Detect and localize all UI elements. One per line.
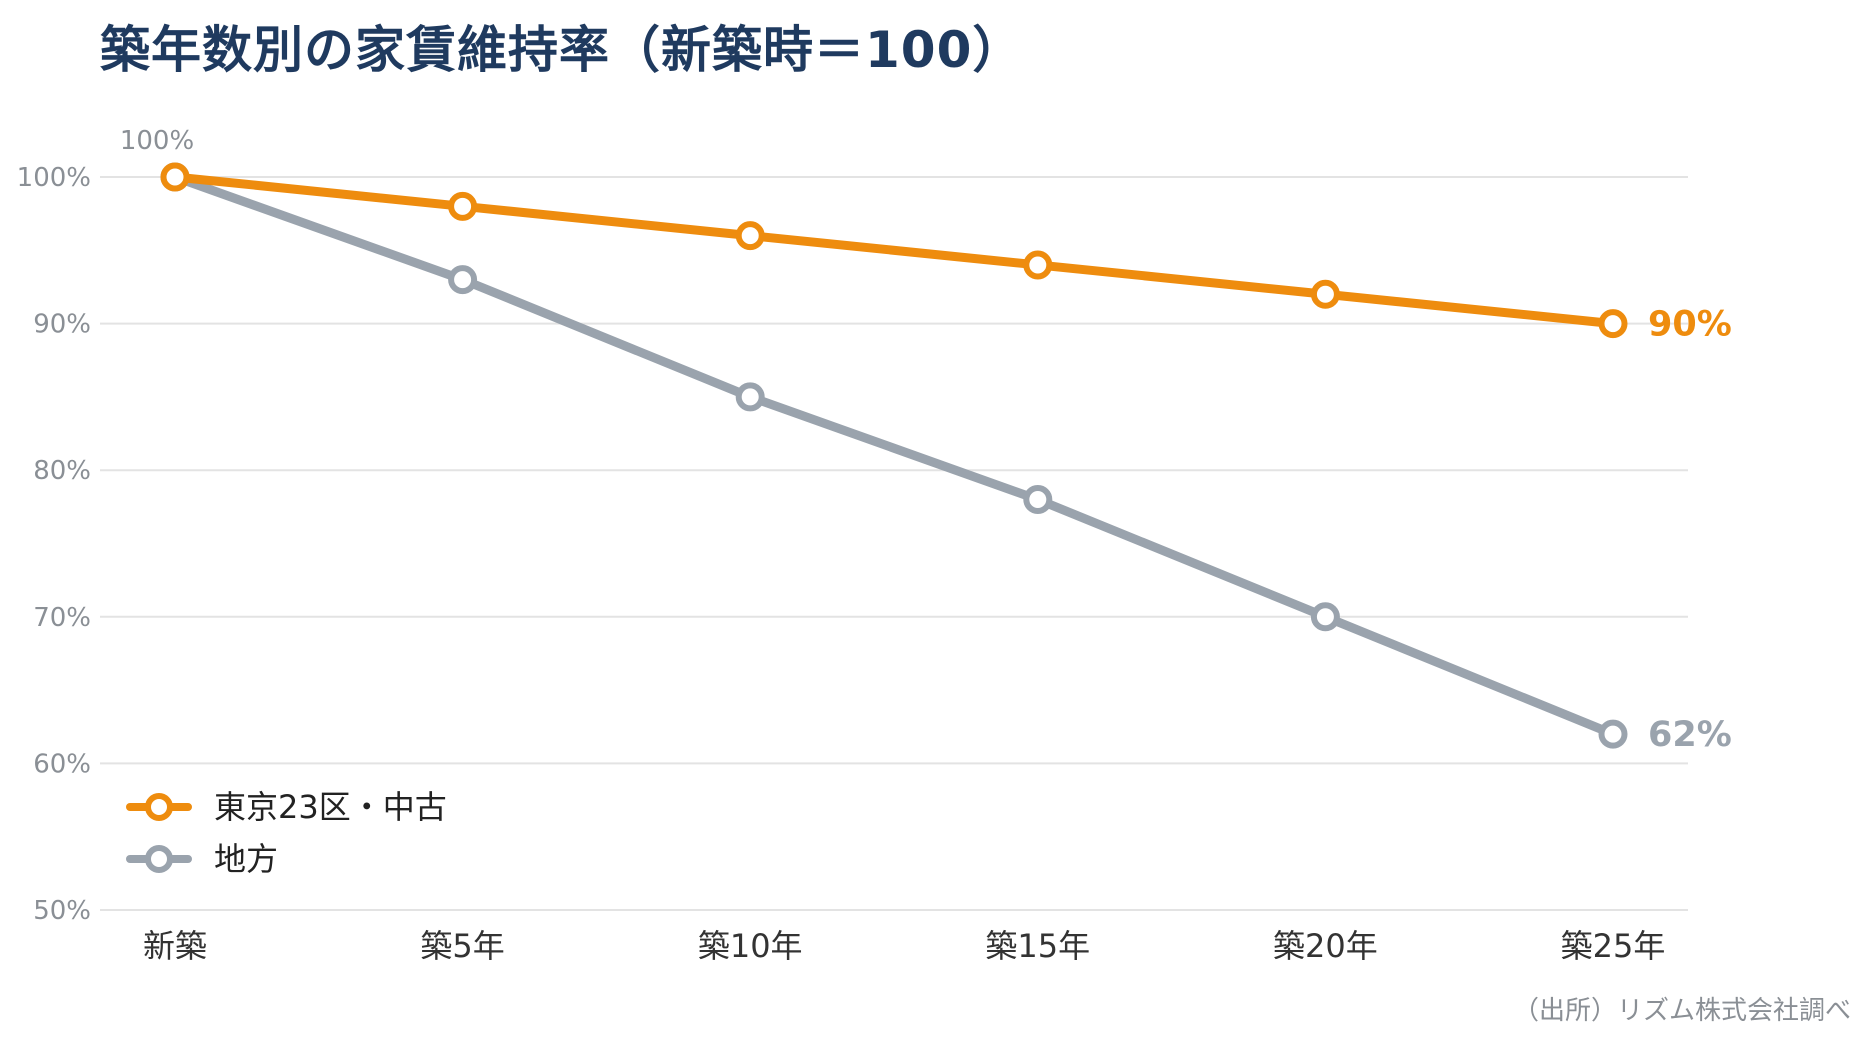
legend-label: 地方 bbox=[214, 840, 278, 878]
x-tick-label: 築5年 bbox=[420, 927, 504, 965]
y-tick-label: 70% bbox=[33, 603, 91, 633]
data-point bbox=[735, 221, 765, 251]
legend-swatch-marker bbox=[145, 845, 173, 873]
data-point bbox=[160, 162, 190, 192]
x-axis-ticks: 新築 築5年 築10年 築15年 築20年 築25年 bbox=[143, 927, 1665, 965]
data-point bbox=[1023, 485, 1053, 515]
data-point bbox=[448, 265, 478, 295]
series-line bbox=[170, 172, 1618, 329]
x-tick-label: 築20年 bbox=[1273, 927, 1378, 965]
data-point bbox=[1598, 719, 1628, 749]
data-point bbox=[448, 191, 478, 221]
x-tick-label: 築15年 bbox=[985, 927, 1090, 965]
end-value-label: 90% bbox=[1648, 305, 1732, 345]
end-value-label: 62% bbox=[1648, 715, 1732, 755]
grid-lines bbox=[100, 176, 1688, 911]
y-tick-label: 100% bbox=[17, 163, 91, 193]
data-point bbox=[1310, 602, 1340, 632]
source-note: （出所）リズム株式会社調べ bbox=[1512, 996, 1851, 1026]
chart-title: 築年数別の家賃維持率（新築時＝100） bbox=[100, 21, 1024, 79]
legend-swatch-marker bbox=[145, 793, 173, 821]
series-lines bbox=[160, 162, 1628, 749]
data-point bbox=[735, 382, 765, 412]
x-tick-label: 築10年 bbox=[698, 927, 803, 965]
x-tick-label: 築25年 bbox=[1561, 927, 1666, 965]
x-tick-label: 新築 bbox=[143, 927, 207, 965]
y-tick-label: 90% bbox=[33, 310, 91, 340]
data-point bbox=[1310, 279, 1340, 309]
data-labels: 90% 62% 100% bbox=[120, 126, 1732, 755]
data-point bbox=[1023, 250, 1053, 280]
data-point bbox=[1598, 309, 1628, 339]
annotation-label: 100% bbox=[120, 126, 194, 156]
y-axis-ticks: 50% 60% 70% 80% 90% 100% bbox=[17, 163, 91, 926]
series-line bbox=[170, 172, 1618, 739]
y-tick-label: 50% bbox=[33, 896, 91, 926]
y-tick-label: 80% bbox=[33, 456, 91, 486]
legend-label: 東京23区・中古 bbox=[214, 788, 447, 826]
y-tick-label: 60% bbox=[33, 749, 91, 779]
